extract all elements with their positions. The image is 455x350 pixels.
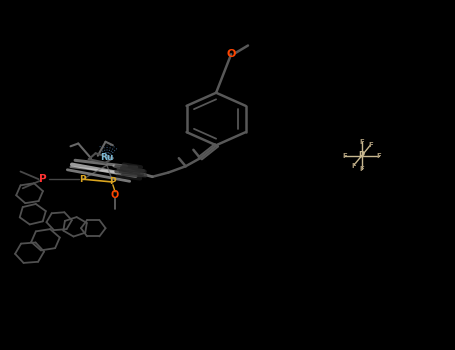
Text: F: F: [342, 153, 347, 159]
Text: P: P: [40, 174, 47, 184]
Text: P: P: [80, 175, 86, 184]
Text: F: F: [351, 162, 356, 169]
Text: P: P: [359, 151, 365, 160]
Text: F: F: [369, 141, 373, 148]
Text: F: F: [359, 139, 364, 146]
Text: F: F: [377, 153, 381, 159]
Text: O: O: [111, 190, 119, 200]
Text: Ru: Ru: [100, 153, 114, 162]
Text: P: P: [110, 177, 116, 187]
Text: F: F: [359, 166, 364, 172]
Text: O: O: [227, 49, 236, 59]
